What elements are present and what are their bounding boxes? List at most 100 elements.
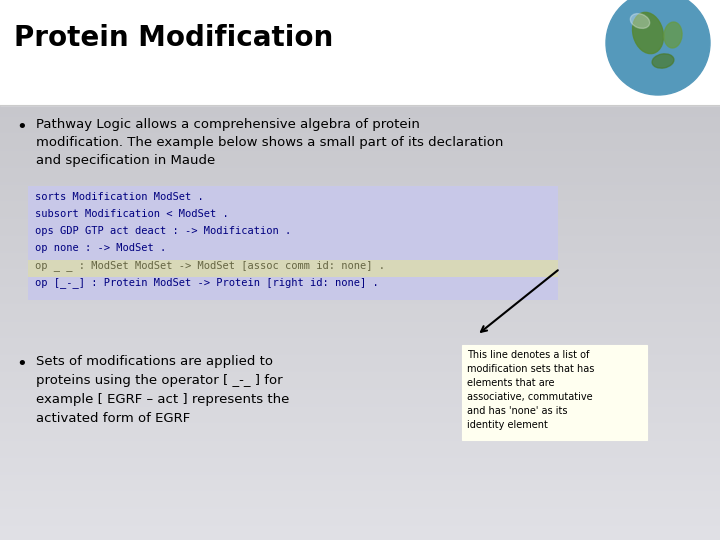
Bar [0, 292, 720, 294]
Bar [0, 224, 720, 225]
Bar [0, 405, 720, 407]
Text: op none : -> ModSet .: op none : -> ModSet . [35, 243, 166, 253]
Bar [0, 529, 720, 530]
Bar [0, 505, 720, 507]
Bar [0, 311, 720, 312]
Bar [0, 386, 720, 388]
Bar [0, 537, 720, 538]
Bar [0, 269, 720, 271]
Bar [0, 147, 720, 149]
Bar [0, 475, 720, 476]
Text: op _ _ : ModSet ModSet -> ModSet [assoc comm id: none] .: op _ _ : ModSet ModSet -> ModSet [assoc … [35, 260, 385, 271]
Bar [0, 366, 720, 367]
Bar [0, 305, 720, 307]
Bar [0, 446, 720, 447]
Bar [0, 261, 720, 263]
Bar [0, 263, 720, 265]
Bar [0, 485, 720, 487]
Bar [0, 515, 720, 517]
Bar [0, 427, 720, 428]
Bar [0, 279, 720, 280]
Bar [0, 228, 720, 230]
Bar [0, 291, 720, 292]
Text: example [ EGRF – act ] represents the: example [ EGRF – act ] represents the [36, 393, 289, 406]
Bar [0, 482, 720, 483]
Bar [0, 372, 720, 373]
Bar [0, 151, 720, 153]
Bar [0, 367, 720, 369]
Bar [0, 519, 720, 521]
Bar [0, 400, 720, 401]
Bar [0, 302, 720, 303]
Bar [0, 385, 720, 386]
Bar [0, 340, 720, 341]
Bar [0, 128, 720, 130]
Bar [0, 331, 720, 333]
Bar [0, 237, 720, 238]
Bar [0, 345, 720, 346]
Bar [0, 267, 720, 269]
Bar [0, 238, 720, 240]
Bar [0, 379, 720, 381]
Bar [0, 360, 720, 362]
Bar [0, 225, 720, 227]
Bar [0, 328, 720, 330]
Bar [0, 123, 720, 124]
Text: elements that are: elements that are [467, 378, 554, 388]
Bar [0, 159, 720, 160]
Bar [0, 124, 720, 125]
Text: op [_-_] : Protein ModSet -> Protein [right id: none] .: op [_-_] : Protein ModSet -> Protein [ri… [35, 277, 379, 288]
Bar [0, 424, 720, 426]
Bar [0, 160, 720, 161]
Bar [0, 327, 720, 328]
Bar [0, 143, 720, 144]
Bar [0, 197, 720, 198]
Bar [0, 296, 720, 298]
Bar [28, 186, 558, 300]
Bar [0, 111, 720, 112]
Bar [0, 227, 720, 228]
Bar [0, 440, 720, 441]
Bar [0, 462, 720, 463]
Bar [0, 256, 720, 257]
Bar [0, 433, 720, 434]
Bar [0, 449, 720, 450]
Bar [0, 377, 720, 379]
Bar [0, 447, 720, 449]
Bar [0, 243, 720, 244]
Bar [0, 398, 720, 400]
Bar [0, 389, 720, 390]
Bar [0, 315, 720, 316]
Bar [0, 275, 720, 276]
Bar [0, 428, 720, 430]
Bar [0, 525, 720, 527]
Bar [0, 163, 720, 165]
Bar [0, 278, 720, 279]
Bar [0, 523, 720, 524]
Bar [0, 204, 720, 205]
Bar [0, 450, 720, 451]
Bar [0, 210, 720, 211]
Bar [0, 202, 720, 204]
Bar [0, 247, 720, 248]
Bar [0, 502, 720, 504]
Bar [0, 468, 720, 469]
Bar [0, 257, 720, 259]
Text: identity element: identity element [467, 420, 548, 430]
Text: •: • [16, 118, 27, 136]
Bar [0, 106, 720, 108]
Bar [0, 154, 720, 156]
Bar [0, 395, 720, 396]
Bar [0, 165, 720, 166]
Text: Protein Modification: Protein Modification [14, 24, 333, 52]
Bar [0, 316, 720, 318]
Bar [0, 121, 720, 123]
Bar [0, 409, 720, 411]
Bar [0, 473, 720, 475]
Bar [0, 534, 720, 536]
Bar [0, 218, 720, 220]
Bar [0, 212, 720, 214]
Bar [0, 235, 720, 237]
Bar [0, 205, 720, 206]
Bar [0, 483, 720, 485]
